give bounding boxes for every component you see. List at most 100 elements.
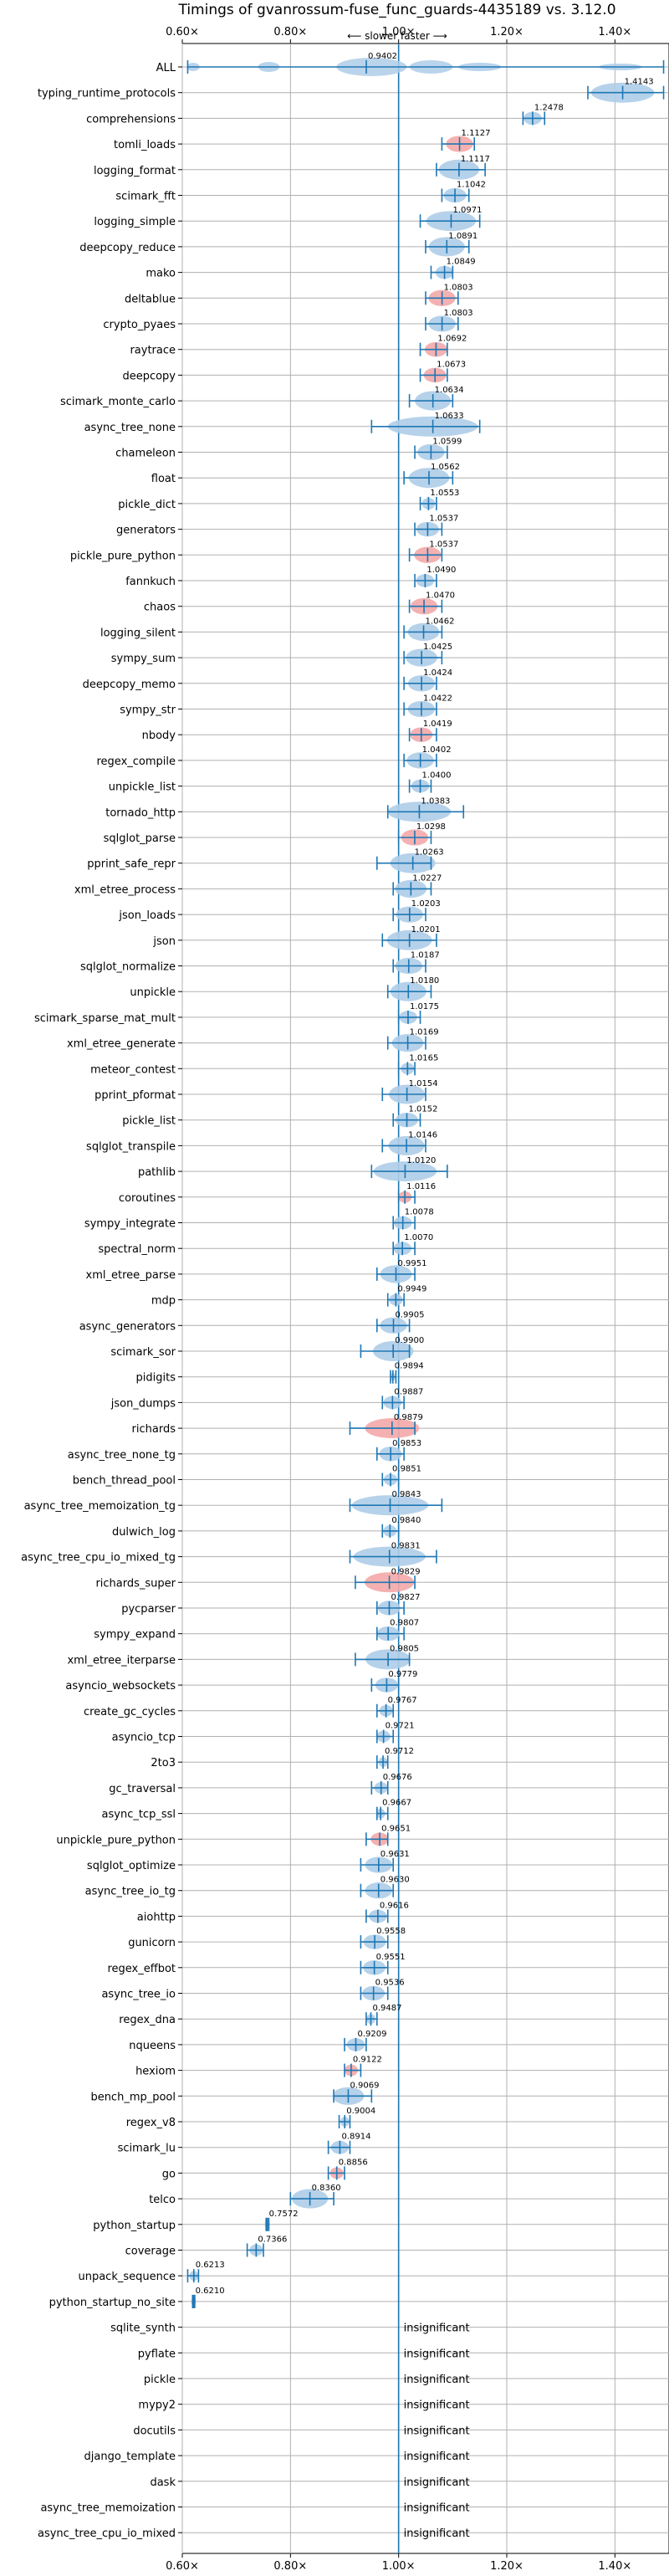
insignificant-label: insignificant (404, 2425, 470, 2437)
chart-subtitle: ⟵ slower faster ⟶ (347, 30, 447, 42)
benchmark-label: deepcopy_memo (83, 679, 176, 691)
value-label: 1.0803 (444, 283, 473, 292)
benchmark-label: sympy_expand (94, 1629, 176, 1641)
value-label: 0.9721 (386, 1722, 415, 1731)
value-label: 1.0633 (435, 412, 464, 421)
benchmark-label: meteor_contest (90, 1063, 176, 1076)
benchmark-label: spectral_norm (98, 1243, 176, 1256)
value-label: 0.9767 (388, 1696, 417, 1705)
benchmark-label: pprint_safe_repr (87, 858, 176, 871)
value-label: 0.8914 (341, 2133, 370, 2142)
benchmark-label: pickle (144, 2374, 176, 2386)
benchmark-label: chaos (144, 602, 176, 614)
insignificant-label: insignificant (404, 2399, 470, 2412)
benchmark-label: ALL (156, 62, 176, 74)
value-label: 0.9551 (376, 1953, 406, 1962)
value-label: 0.9069 (350, 2081, 379, 2090)
value-label: 0.9807 (390, 1619, 419, 1628)
value-label: 0.9676 (383, 1773, 412, 1782)
benchmark-label: scimark_sparse_mat_mult (34, 1012, 176, 1025)
benchmark-label: mypy2 (138, 2399, 176, 2412)
value-label: 0.9853 (392, 1439, 421, 1448)
benchmark-label: scimark_sor (110, 1346, 176, 1359)
benchmark-label: docutils (133, 2425, 176, 2437)
insignificant-label: insignificant (404, 2527, 470, 2540)
value-label: 1.0419 (423, 720, 452, 729)
value-label: 1.0116 (406, 1182, 436, 1191)
benchmark-label: json (152, 935, 176, 948)
benchmark-label: async_tree_none (84, 422, 176, 434)
value-label: 0.9616 (380, 1901, 409, 1910)
benchmark-label: async_tree_cpu_io_mixed (38, 2527, 176, 2540)
value-label: 0.9805 (390, 1644, 419, 1653)
value-label: 0.9558 (376, 1927, 406, 1936)
value-label: 1.0422 (423, 694, 452, 704)
benchmark-label: pickle_pure_python (70, 550, 176, 562)
benchmark-label: async_tree_memoization_tg (24, 1500, 176, 1513)
value-label: 1.0462 (426, 617, 455, 626)
benchmark-label: gc_traversal (109, 1783, 176, 1795)
x-tick-label-bottom: 1.40× (598, 2560, 631, 2573)
benchmark-label: richards_super (95, 1577, 176, 1590)
benchmark-label: dask (150, 2476, 176, 2489)
benchmark-label: pyflate (138, 2348, 176, 2360)
value-label: 1.0152 (408, 1105, 437, 1114)
benchmark-label: xml_etree_parse (86, 1269, 176, 1282)
value-label: 1.0673 (437, 360, 466, 369)
value-label: 1.0537 (429, 540, 458, 549)
benchmark-label: unpickle_pure_python (56, 1834, 176, 1846)
benchmark-label: async_tree_io_tg (85, 1886, 176, 1898)
value-label: 1.0425 (423, 643, 452, 652)
value-label: 1.0165 (409, 1053, 438, 1063)
value-label: 0.7572 (269, 2210, 299, 2219)
benchmark-label: django_template (84, 2451, 176, 2463)
benchmark-label: nqueens (129, 2040, 176, 2052)
value-label: 0.9829 (391, 1567, 421, 1576)
benchmark-label: tornado_http (105, 807, 176, 819)
x-tick-label-top: 0.60× (166, 26, 199, 38)
benchmark-label: deepcopy (122, 370, 176, 382)
benchmark-label: deepcopy_reduce (79, 242, 176, 254)
value-label: 1.0490 (426, 566, 456, 575)
insignificant-label: insignificant (404, 2476, 470, 2489)
benchmark-label: bench_thread_pool (73, 1475, 176, 1488)
benchmark-label: regex_effbot (107, 1963, 176, 1975)
value-label: 1.0203 (411, 899, 441, 909)
benchmark-label: python_startup_no_site (49, 2297, 176, 2309)
benchmark-label: sqlite_synth (110, 2322, 176, 2335)
benchmark-label: scimark_monte_carlo (60, 396, 176, 408)
benchmark-label: regex_dna (119, 2014, 176, 2026)
x-tick-label-top: 1.20× (490, 26, 523, 38)
value-label: 1.0537 (429, 515, 458, 524)
benchmark-label: richards (132, 1423, 176, 1436)
benchmark-label: scimark_fft (115, 191, 176, 203)
value-label: 0.9487 (372, 2004, 401, 2013)
value-label: 0.9402 (368, 52, 397, 61)
value-label: 0.9900 (395, 1336, 424, 1345)
x-tick-label-bottom: 0.60× (166, 2560, 199, 2573)
benchmark-label: gunicorn (128, 1937, 176, 1949)
benchmark-label: comprehensions (86, 113, 176, 125)
value-label: 1.0400 (422, 771, 452, 781)
value-label: 1.0599 (432, 438, 462, 447)
benchmark-label: unpack_sequence (78, 2271, 176, 2283)
value-label: 0.7366 (258, 2235, 287, 2245)
benchmark-label: pidigits (136, 1372, 176, 1385)
insignificant-label: insignificant (404, 2502, 470, 2515)
benchmark-label: async_tree_cpu_io_mixed_tg (21, 1552, 176, 1565)
x-tick-label-top: 0.80× (273, 26, 307, 38)
value-label: 1.1127 (462, 129, 491, 138)
benchmark-label: pathlib (138, 1166, 176, 1179)
value-label: 0.9827 (391, 1593, 420, 1602)
benchmark-label: go (162, 2168, 176, 2180)
benchmark-label: logging_simple (94, 216, 176, 228)
value-label: 1.1042 (457, 181, 486, 190)
value-label: 0.9905 (396, 1310, 425, 1319)
value-label: 1.0187 (411, 951, 440, 960)
benchmark-label: mdp (151, 1295, 176, 1308)
benchmark-label: typing_runtime_protocols (38, 88, 176, 100)
benchmark-label: sympy_integrate (84, 1218, 176, 1231)
marks-layer (186, 44, 665, 2553)
benchmark-label: mako (146, 268, 176, 280)
benchmark-label: tomli_loads (114, 139, 176, 151)
